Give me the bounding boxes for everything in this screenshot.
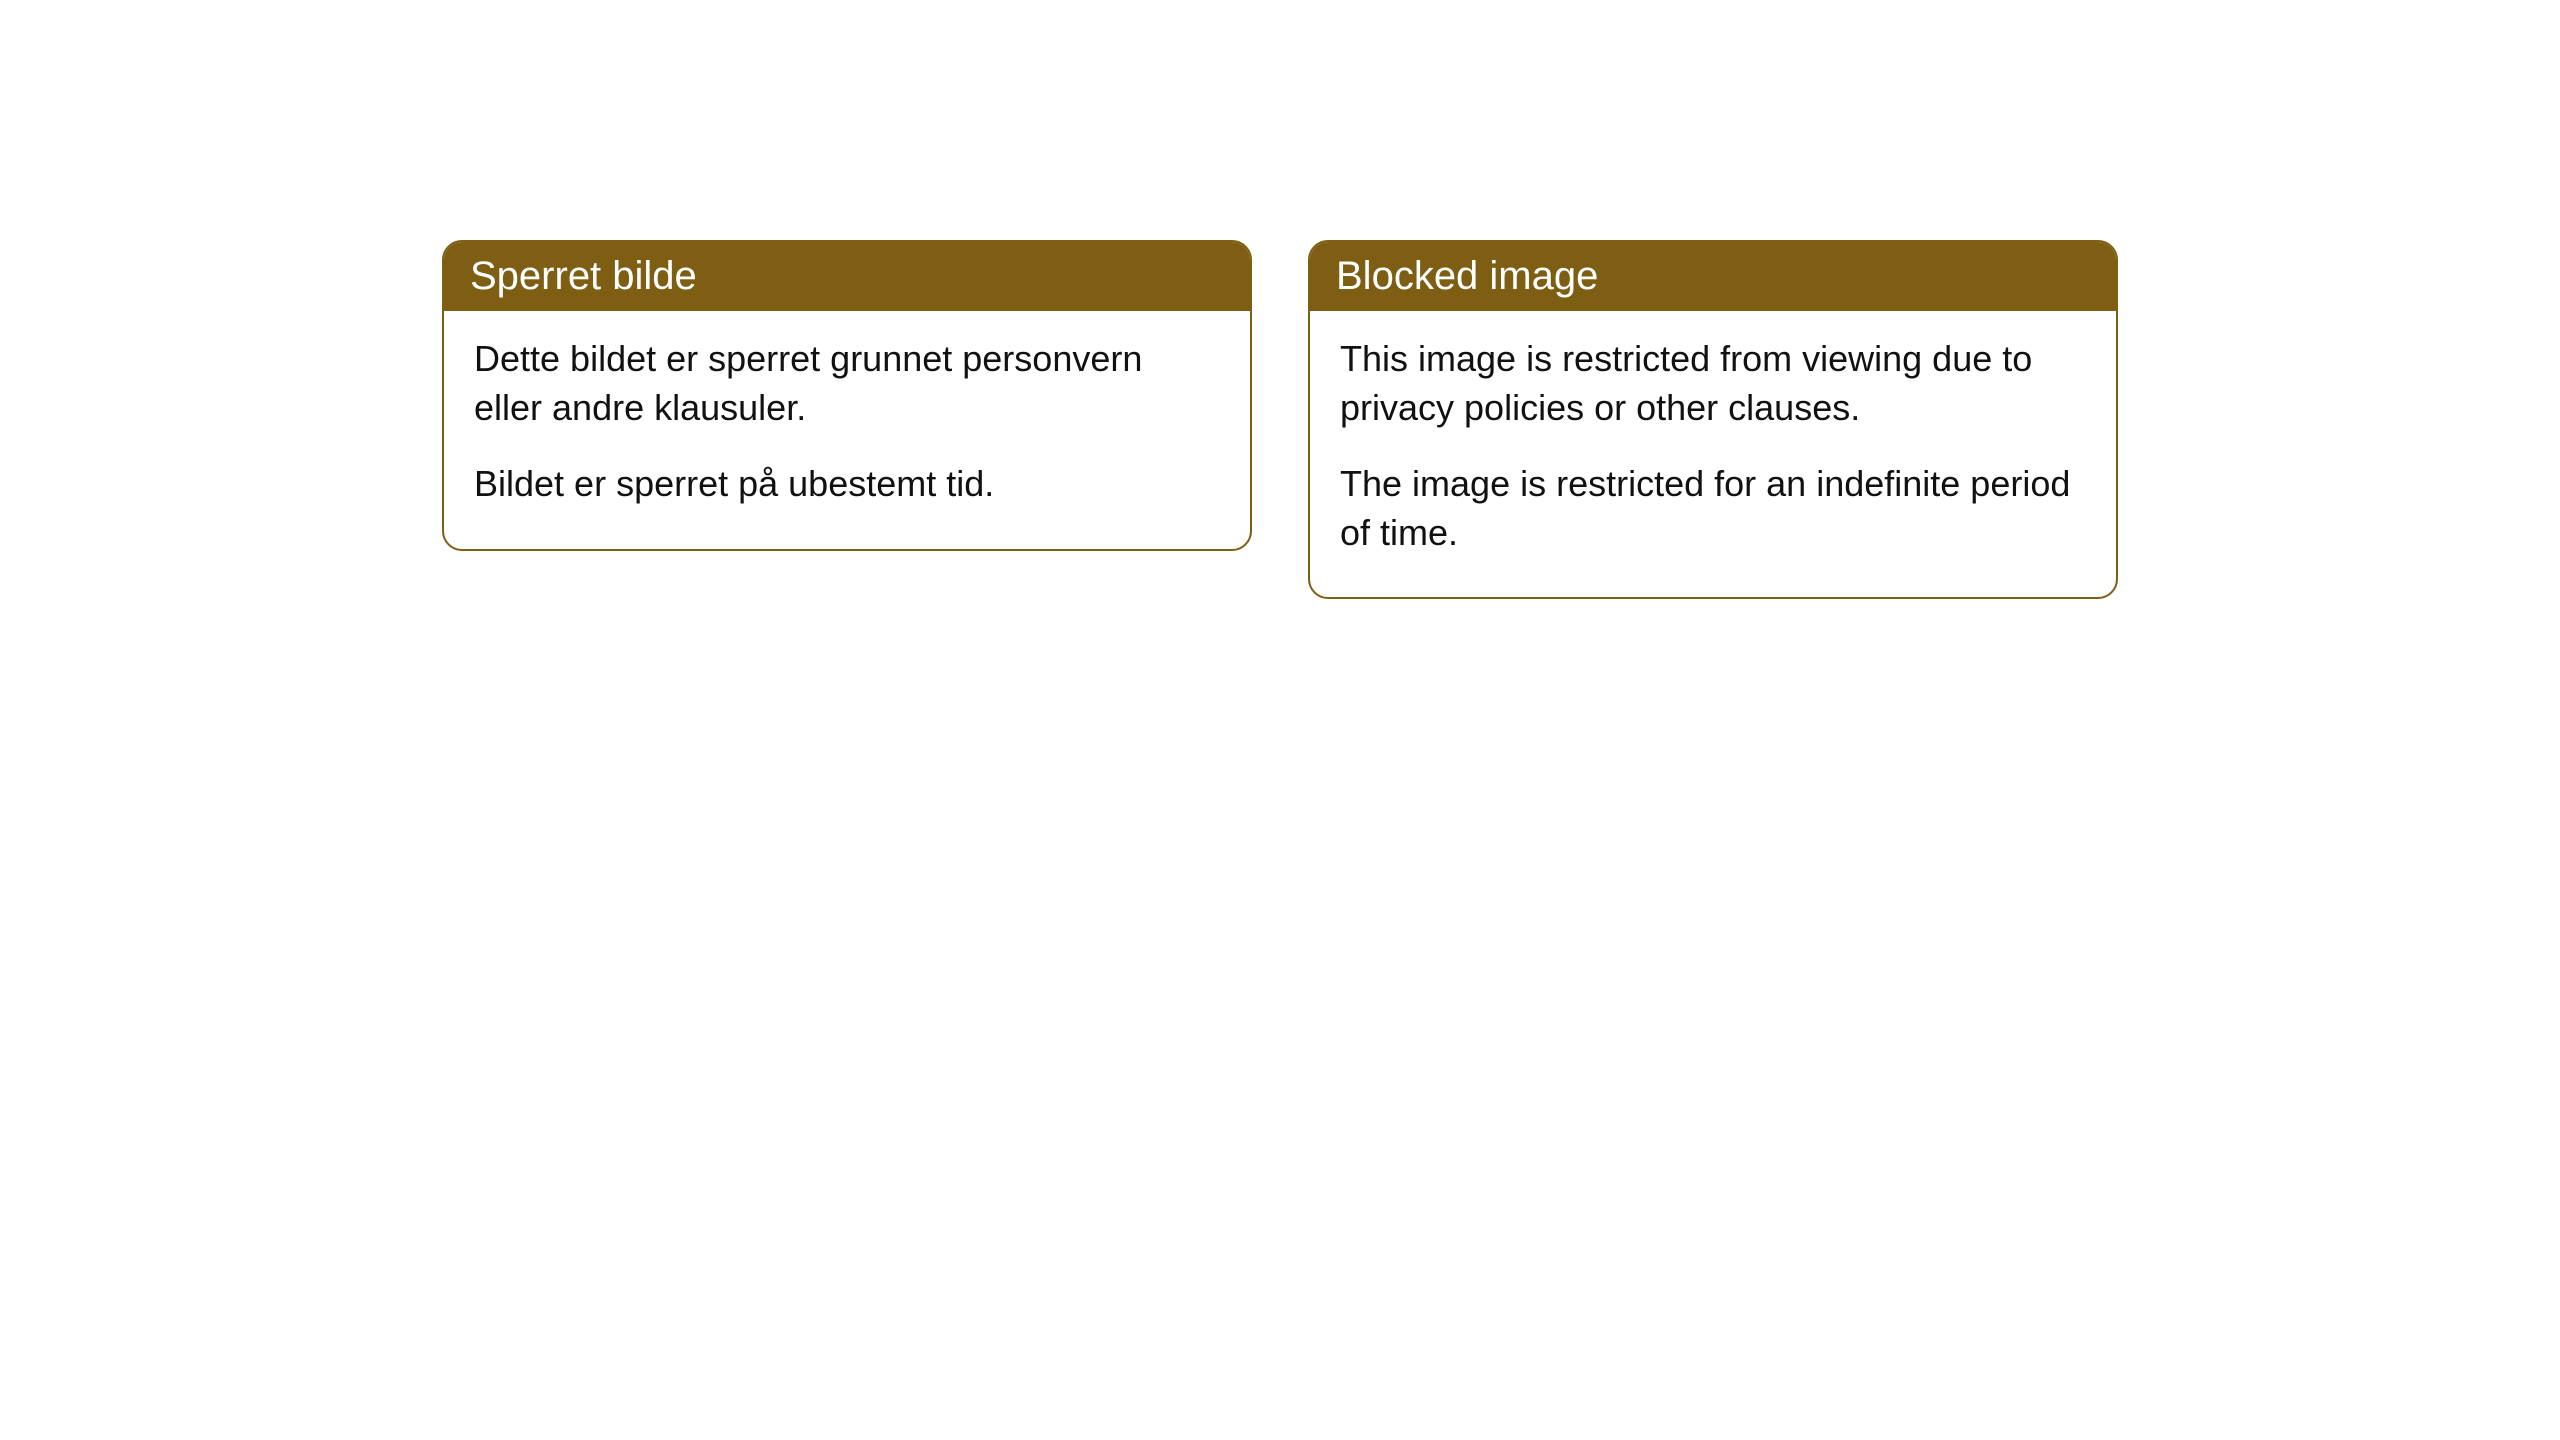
blocked-image-card-en: Blocked image This image is restricted f… (1308, 240, 2118, 599)
card-body-no: Dette bildet er sperret grunnet personve… (444, 311, 1250, 549)
card-title-no: Sperret bilde (470, 254, 697, 298)
cards-container: Sperret bilde Dette bildet er sperret gr… (442, 240, 2118, 1440)
card-paragraph-1-no: Dette bildet er sperret grunnet personve… (474, 335, 1220, 432)
card-paragraph-1-en: This image is restricted from viewing du… (1340, 335, 2086, 432)
card-header-en: Blocked image (1310, 242, 2116, 311)
card-title-en: Blocked image (1336, 254, 1598, 298)
card-paragraph-2-no: Bildet er sperret på ubestemt tid. (474, 460, 1220, 509)
blocked-image-card-no: Sperret bilde Dette bildet er sperret gr… (442, 240, 1252, 551)
card-header-no: Sperret bilde (444, 242, 1250, 311)
card-body-en: This image is restricted from viewing du… (1310, 311, 2116, 597)
card-paragraph-2-en: The image is restricted for an indefinit… (1340, 460, 2086, 557)
